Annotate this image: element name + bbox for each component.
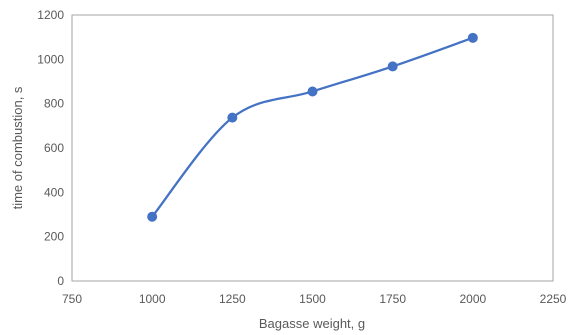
y-tick-label: 1000 <box>37 52 64 66</box>
y-axis-title: time of combustion, s <box>10 86 25 209</box>
series-line <box>151 36 474 218</box>
data-point <box>307 86 318 97</box>
x-tick-label: 1250 <box>219 292 246 306</box>
x-axis-ticks: 750 1000 1250 1500 1750 2000 2250 <box>62 292 567 306</box>
data-point <box>227 112 238 123</box>
x-tick-label: 1750 <box>379 292 406 306</box>
y-axis-ticks: 0 200 400 600 800 1000 1200 <box>37 8 64 288</box>
y-tick-label: 1200 <box>37 8 64 22</box>
y-tick-label: 800 <box>44 97 64 111</box>
series-layer <box>147 32 478 222</box>
x-tick-label: 1500 <box>299 292 326 306</box>
plot-area-frame <box>71 14 554 282</box>
x-tick-label: 2250 <box>540 292 567 306</box>
x-axis-title: Bagasse weight, g <box>259 316 365 331</box>
x-tick-label: 2000 <box>459 292 486 306</box>
x-tick-label: 1000 <box>139 292 166 306</box>
y-tick-label: 200 <box>44 230 64 244</box>
data-point <box>387 61 398 72</box>
y-tick-label: 0 <box>57 274 64 288</box>
data-point <box>467 32 478 43</box>
y-tick-label: 600 <box>44 141 64 155</box>
data-point <box>147 211 158 222</box>
x-tick-label: 750 <box>62 292 82 306</box>
y-tick-label: 400 <box>44 185 64 199</box>
